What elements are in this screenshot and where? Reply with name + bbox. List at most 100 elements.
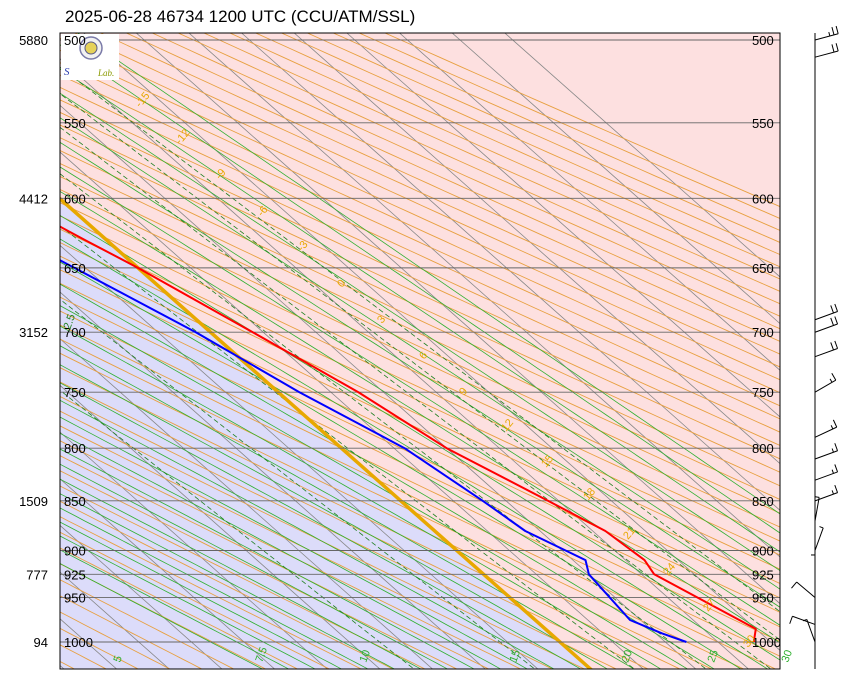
pressure-label-left: 1000 bbox=[64, 635, 93, 650]
dry-adiabat-line bbox=[60, 395, 618, 669]
moist-adiabat-label: 5 bbox=[112, 654, 125, 664]
wind-barb-shaft bbox=[814, 323, 838, 333]
chart-title: 2025-06-28 46734 1200 UTC (CCU/ATM/SSL) bbox=[65, 7, 415, 26]
dry-adiabat-line bbox=[332, 33, 780, 231]
moist-adiabat-line bbox=[60, 549, 290, 669]
pressure-label-left: 700 bbox=[64, 325, 86, 340]
height-label: 777 bbox=[26, 567, 48, 582]
wind-barb-flag bbox=[830, 342, 834, 351]
isotherm-line bbox=[60, 244, 539, 669]
dry-adiabat-line bbox=[60, 324, 777, 669]
dry-adiabat-line bbox=[60, 516, 363, 669]
pressure-label-right: 550 bbox=[752, 116, 774, 131]
moist-adiabat-label: 7.5 bbox=[254, 646, 271, 664]
moist-adiabat-line bbox=[76, 33, 780, 515]
wind-barb-shaft bbox=[814, 497, 820, 522]
wind-barb-shaft bbox=[814, 311, 838, 321]
moist-adiabat-line bbox=[60, 432, 502, 669]
moist-adiabat-line bbox=[60, 382, 582, 669]
dry-adiabat-line bbox=[280, 33, 780, 256]
dry-adiabat-line bbox=[358, 33, 780, 219]
dry-adiabat-line bbox=[60, 500, 394, 669]
wind-barb-half-flag bbox=[815, 496, 820, 498]
moist-adiabat-line bbox=[60, 399, 555, 669]
wind-barb-flag bbox=[834, 443, 839, 451]
isotherm-line bbox=[0, 0, 29, 684]
isotherm-line bbox=[504, 33, 780, 278]
pressure-label-left: 500 bbox=[64, 33, 86, 48]
wind-barb-flag bbox=[834, 303, 839, 312]
freezing-isotherm bbox=[60, 196, 594, 669]
dry-adiabat-line bbox=[60, 531, 331, 669]
moist-adiabat-line bbox=[60, 261, 742, 669]
pressure-label-left: 925 bbox=[64, 567, 86, 582]
moist-adiabat-line bbox=[60, 166, 780, 626]
wind-barb-flag bbox=[835, 25, 839, 34]
dry-adiabat-line bbox=[0, 0, 23, 693]
wind-barb-shaft bbox=[814, 348, 838, 358]
isotherm-line bbox=[346, 33, 780, 418]
moist-adiabat-label: 25 bbox=[706, 648, 721, 664]
dry-adiabat-line bbox=[60, 455, 490, 669]
moist-adiabat-line bbox=[60, 416, 529, 669]
axis-labels: 1000 1000 950 950 925 925 900 900 850 850 800 800 75… bbox=[19, 33, 795, 664]
lab-logo: S Lab. bbox=[61, 34, 119, 80]
moist-adiabat-line bbox=[60, 493, 396, 669]
pressure-label-right: 925 bbox=[752, 567, 774, 582]
moist-adiabat-line bbox=[60, 448, 475, 669]
wind-barb-shaft bbox=[806, 619, 816, 643]
pressure-label-left: 750 bbox=[64, 385, 86, 400]
wind-barb-shaft bbox=[814, 471, 838, 481]
dry-adiabat-line bbox=[60, 485, 426, 669]
wind-barb-half-flag bbox=[819, 526, 824, 529]
dry-adiabat-line bbox=[125, 33, 780, 330]
mixing-ratio-line bbox=[60, 298, 536, 669]
wind-barbs bbox=[789, 25, 839, 643]
wind-barb-shaft bbox=[814, 33, 839, 41]
pressure-label-right: 1000 bbox=[752, 635, 781, 650]
logo-s-mark: S bbox=[64, 66, 70, 78]
wind-barb-half-flag bbox=[830, 425, 834, 430]
moist-adiabat-line bbox=[60, 463, 449, 669]
mixing-ratio-line bbox=[60, 126, 772, 669]
wind-barb-shaft bbox=[796, 581, 816, 598]
moist-adiabat-line bbox=[60, 215, 780, 661]
pressure-label-right: 950 bbox=[752, 590, 774, 605]
moist-adiabat-line bbox=[60, 478, 422, 669]
mixing-ratio-line bbox=[60, 389, 415, 669]
pressure-label-right: 650 bbox=[752, 261, 774, 276]
logo-text: Lab. bbox=[97, 68, 114, 78]
wind-barb-flag bbox=[831, 27, 835, 36]
isotherm-line bbox=[60, 384, 381, 669]
wind-barb-half-flag bbox=[831, 448, 834, 453]
wind-barb-shaft bbox=[814, 426, 837, 438]
wind-barb-shaft bbox=[792, 615, 816, 625]
dewpoint-profile bbox=[60, 259, 687, 643]
wind-barb-half-flag bbox=[831, 490, 834, 495]
wind-barb-shaft bbox=[814, 450, 838, 460]
moist-adiabat-line bbox=[60, 325, 662, 669]
mixing-ratio-label: 2.5 bbox=[62, 313, 79, 331]
moist-adiabat-line bbox=[60, 92, 780, 572]
dry-adiabat-line bbox=[202, 33, 780, 292]
sounding-profiles bbox=[60, 225, 757, 643]
moist-adiabat-label: 20 bbox=[620, 648, 635, 664]
wind-barb-flag bbox=[789, 616, 793, 624]
